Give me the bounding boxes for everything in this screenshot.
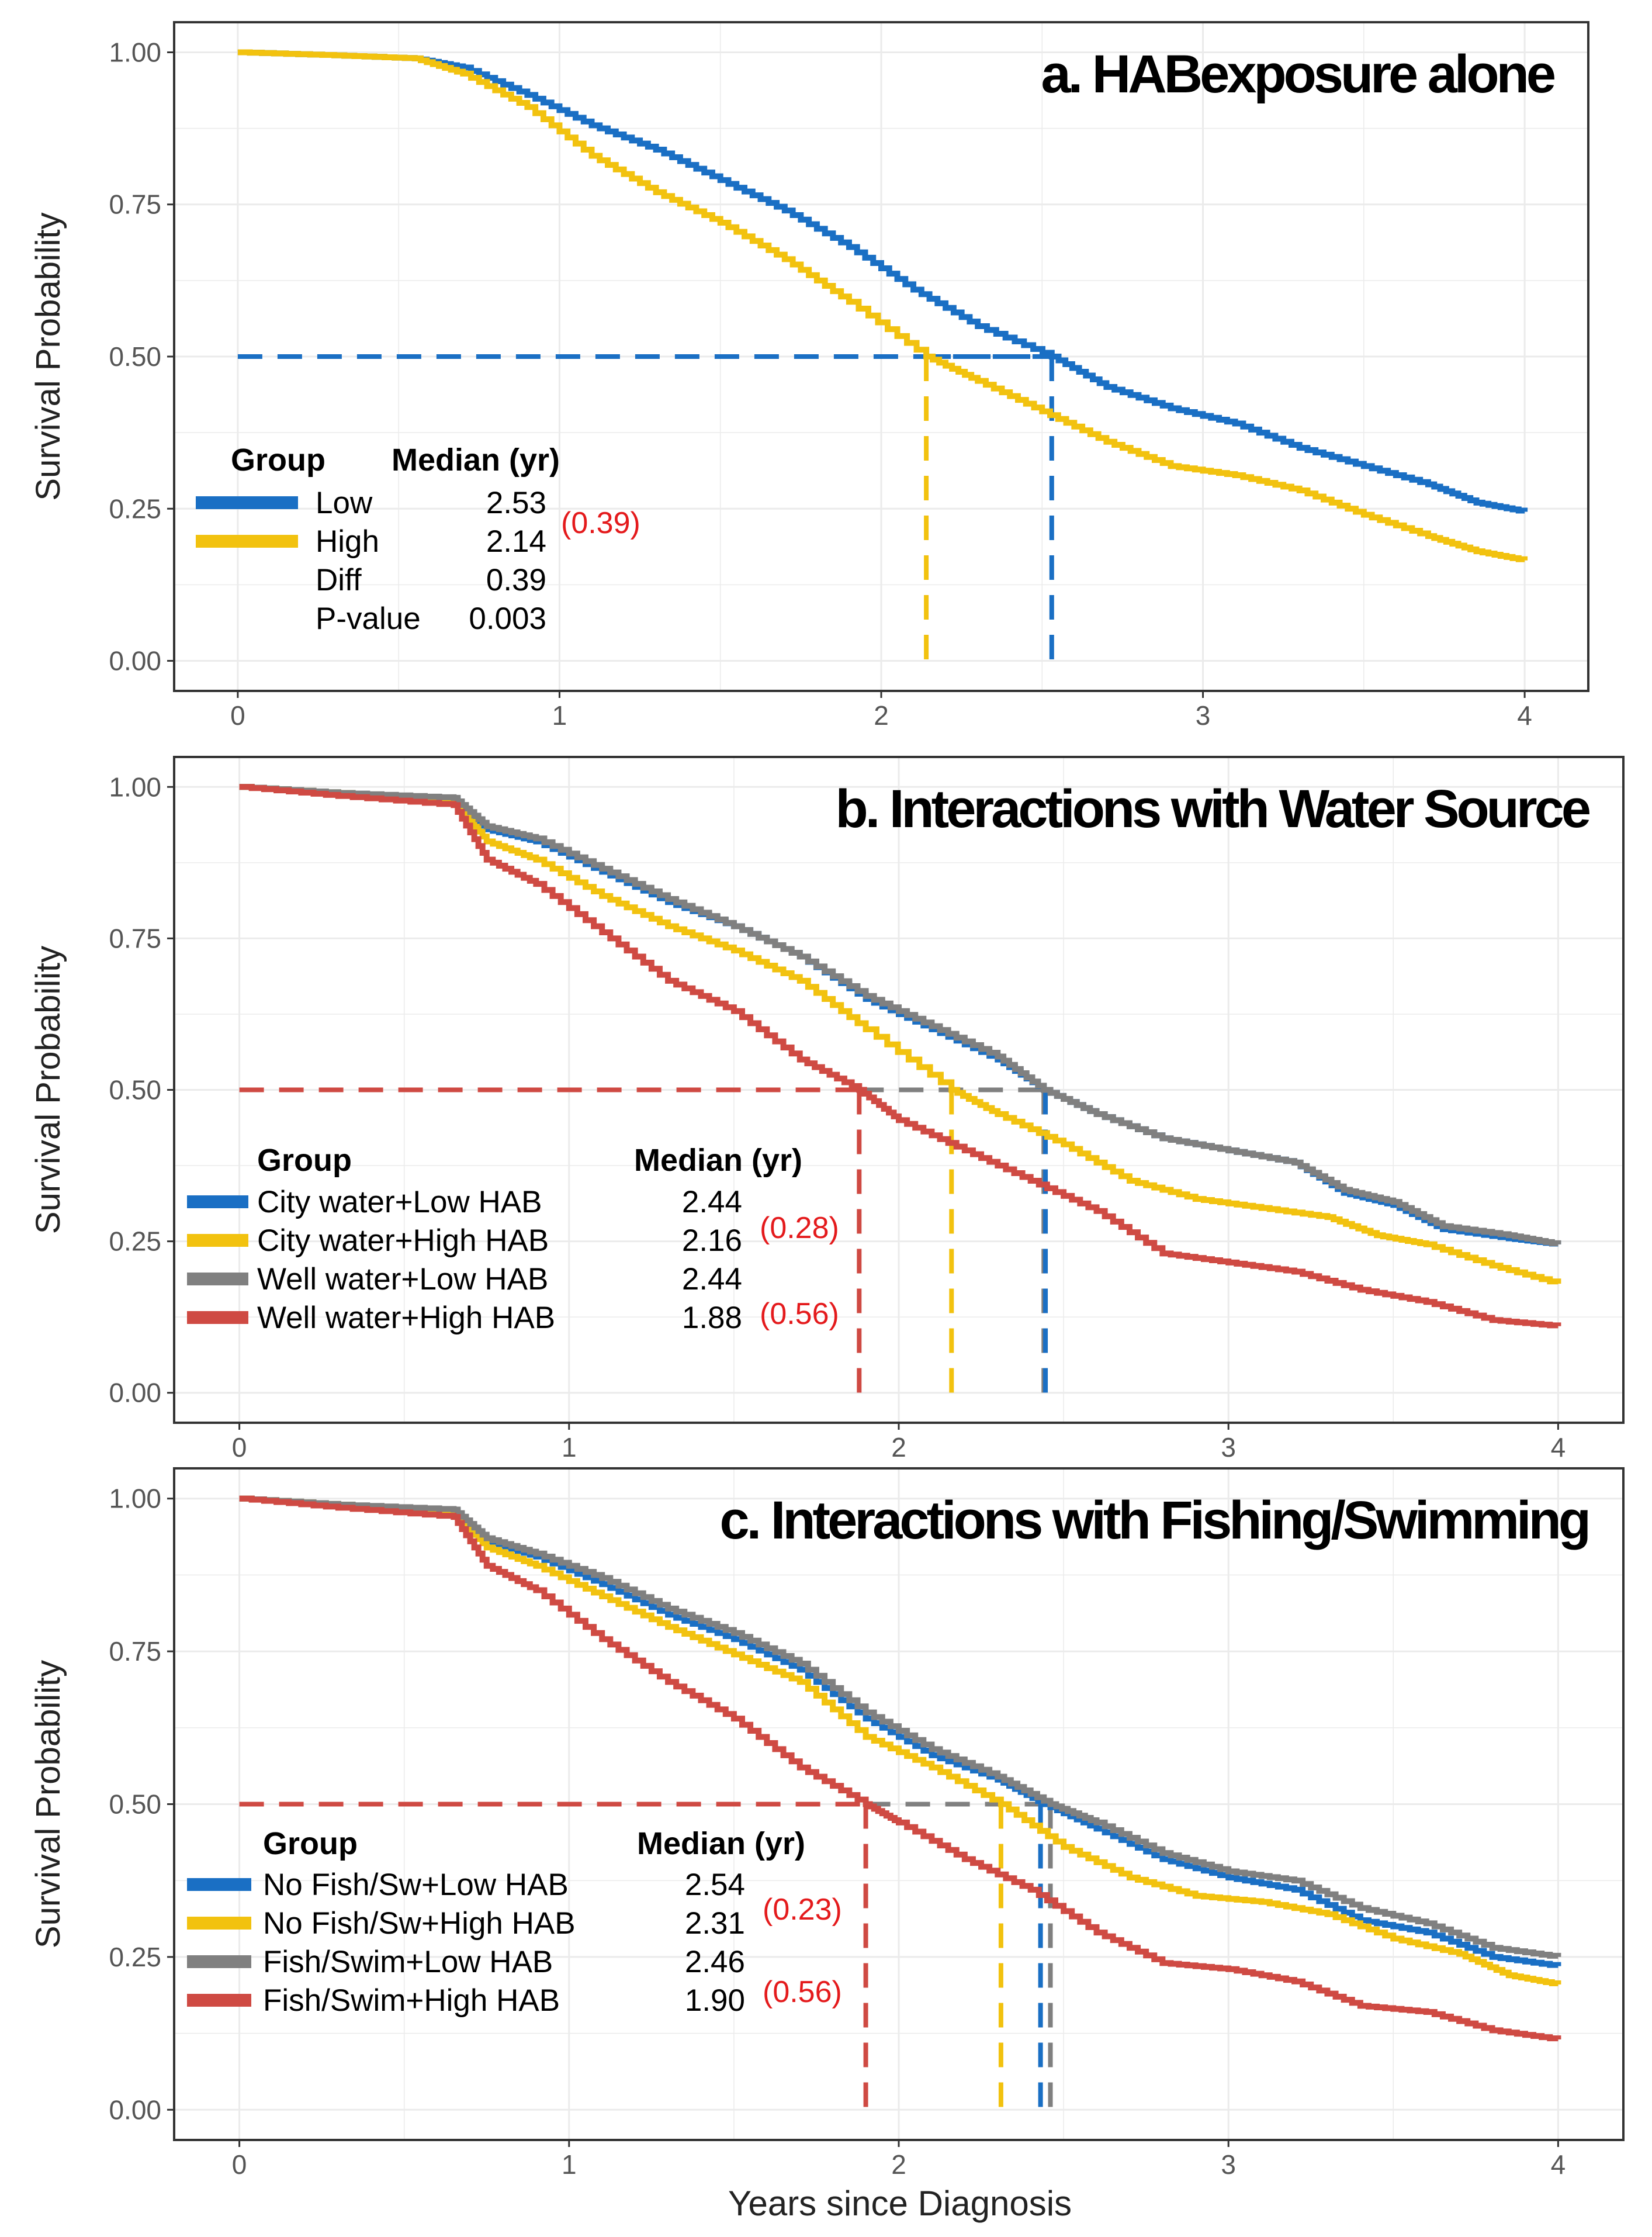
panel-title: a. HABexposure alone: [1041, 44, 1554, 104]
legend-label: P-value: [316, 601, 421, 636]
legend-median: 2.44: [682, 1262, 742, 1296]
legend-difference: (0.56): [760, 1297, 839, 1331]
x-tick-label: 4: [1551, 1432, 1566, 1462]
legend-median: 2.31: [685, 1906, 745, 1941]
legend-median: 2.14: [486, 524, 546, 559]
legend-median: 2.44: [682, 1185, 742, 1219]
legend-difference: (0.28): [760, 1211, 839, 1245]
y-tick-label: 0.75: [109, 189, 161, 220]
y-axis-title: Survival Probability: [29, 212, 67, 500]
panel-c: 0 1 2 3 4 0.00 0.25 0.50 0.75 1.00 Survival Probab…: [29, 1467, 1625, 2180]
y-tick-label: 1.00: [109, 772, 161, 802]
legend-header-median: Median (yr): [634, 1143, 802, 1178]
survival-curve-1: [239, 784, 1561, 1247]
panel-title: c. Interactions with Fishing/Swimming: [720, 1491, 1589, 1550]
x-tick-label: 0: [230, 700, 245, 731]
y-tick-label: 0.75: [109, 923, 161, 953]
x-tick-label: 1: [562, 1432, 577, 1462]
x-tick-label: 4: [1517, 700, 1532, 731]
y-tick-label: 0.00: [109, 1378, 161, 1408]
y-tick-label: 0.75: [109, 1636, 161, 1666]
legend-label: No Fish/Sw+Low HAB: [263, 1868, 569, 1902]
x-tick-label: 1: [562, 2149, 577, 2180]
x-tick-label: 0: [232, 1432, 247, 1462]
legend-label: Well water+Low HAB: [257, 1262, 548, 1296]
y-tick-label: 0.25: [109, 1226, 161, 1257]
y-tick-label: 0.25: [109, 493, 161, 524]
legend-label: No Fish/Sw+High HAB: [263, 1906, 576, 1941]
legend-header-group: Group: [263, 1826, 358, 1861]
survival-curve-3: [239, 1495, 1561, 1959]
y-axis-title: Survival Probability: [29, 946, 67, 1234]
survival-curve-2: [239, 1495, 1561, 1986]
legend-label: Well water+High HAB: [257, 1301, 555, 1335]
survival-curve-2: [239, 784, 1561, 1285]
legend-median: 1.88: [682, 1301, 742, 1335]
survival-curve-4: [239, 784, 1561, 1329]
legend-header-median: Median (yr): [637, 1826, 805, 1861]
y-tick-label: 0.50: [109, 341, 161, 372]
legend-label: Low: [316, 486, 373, 520]
x-tick-label: 0: [232, 2149, 247, 2180]
x-axis-title: Years since Diagnosis: [728, 2184, 1072, 2223]
x-tick-label: 3: [1221, 1432, 1236, 1462]
legend-median: 2.54: [685, 1868, 745, 1902]
legend-median: 1.90: [685, 1983, 745, 2018]
legend-label: Fish/Swim+High HAB: [263, 1983, 560, 2018]
x-tick-label: 3: [1196, 700, 1211, 731]
y-axis-title: Survival Probability: [29, 1660, 67, 1948]
y-tick-label: 1.00: [109, 37, 161, 67]
legend-difference: (0.56): [763, 1975, 842, 2009]
y-tick-label: 1.00: [109, 1484, 161, 1514]
legend-header-group: Group: [231, 442, 325, 478]
legend-median: 2.16: [682, 1223, 742, 1258]
y-tick-label: 0.50: [109, 1075, 161, 1105]
legend-label: Diff: [316, 563, 362, 597]
x-tick-label: 2: [874, 700, 889, 731]
x-tick-label: 4: [1551, 2149, 1566, 2180]
survival-curve-4: [239, 1495, 1561, 2042]
legend-label: City water+High HAB: [257, 1223, 549, 1258]
panel-a: 0 1 2 3 4 0.00 0.25 0.50 0.75 1.00 Survival Probab…: [29, 21, 1589, 731]
y-tick-label: 0.00: [109, 2094, 161, 2125]
legend-median: 0.39: [486, 563, 546, 597]
panel-b: 0 1 2 3 4 0.00 0.25 0.50 0.75 1.00 Survival Probab…: [29, 756, 1625, 1462]
legend-median: 0.003: [469, 601, 546, 636]
legend-label: High: [316, 524, 379, 559]
x-tick-label: 3: [1221, 2149, 1236, 2180]
y-tick-label: 0.50: [109, 1789, 161, 1820]
survival-curve-3: [239, 784, 1561, 1246]
survival-curve-2: [237, 49, 1528, 562]
legend-label: Fish/Swim+Low HAB: [263, 1945, 553, 1979]
legend-median: 2.53: [486, 486, 546, 520]
y-tick-label: 0.25: [109, 1942, 161, 1972]
legend-difference: (0.39): [561, 506, 640, 540]
legend-median: 2.46: [685, 1945, 745, 1979]
x-tick-label: 1: [552, 700, 567, 731]
x-tick-label: 2: [891, 2149, 906, 2180]
legend-header-group: Group: [257, 1143, 352, 1178]
legend-label: City water+Low HAB: [257, 1185, 542, 1219]
survival-curve-1: [237, 49, 1528, 514]
legend-header-median: Median (yr): [392, 442, 560, 478]
x-tick-label: 2: [891, 1432, 906, 1462]
panel-title: b. Interactions with Water Source: [836, 779, 1590, 839]
legend-difference: (0.23): [763, 1893, 842, 1927]
y-tick-label: 0.00: [109, 646, 161, 676]
